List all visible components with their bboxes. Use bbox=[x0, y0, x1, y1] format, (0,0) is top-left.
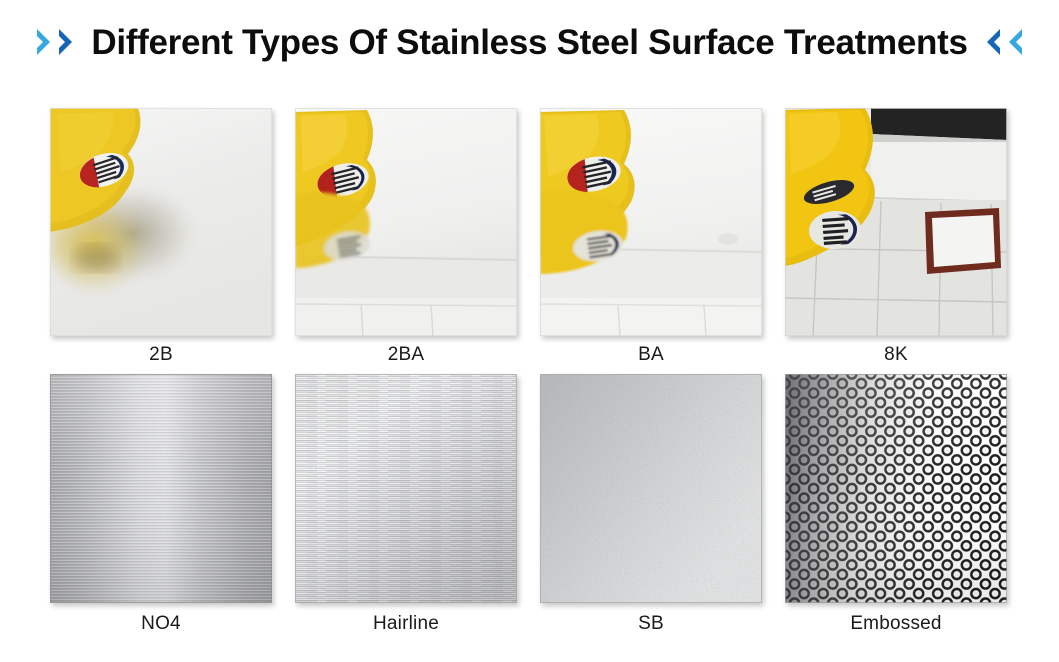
finish-cell-2b[interactable]: 2B bbox=[50, 108, 272, 366]
finish-grid: 2B bbox=[50, 108, 1009, 635]
finish-label-hairline: Hairline bbox=[372, 612, 439, 634]
finish-label-8k: 8K bbox=[884, 344, 908, 365]
finish-swatch-2b[interactable] bbox=[50, 108, 272, 336]
finish-label-embossed: Embossed bbox=[850, 612, 942, 634]
finish-cell-embossed[interactable]: Embossed bbox=[785, 373, 1007, 635]
finish-cell-ba[interactable]: BA bbox=[540, 108, 762, 366]
finish-swatch-ba[interactable] bbox=[540, 108, 762, 336]
double-chevron-left-icon bbox=[982, 27, 1024, 57]
finish-cell-sb[interactable]: SB bbox=[540, 373, 762, 635]
finish-label-no4: NO4 bbox=[141, 612, 181, 634]
finish-cell-8k[interactable]: 8K bbox=[785, 108, 1007, 366]
finish-cell-2ba[interactable]: 2BA bbox=[295, 108, 517, 366]
finish-swatch-8k[interactable] bbox=[785, 108, 1007, 336]
finish-label-2b: 2B bbox=[149, 344, 173, 365]
double-chevron-right-icon bbox=[35, 27, 77, 57]
finish-cell-no4[interactable]: NO4 bbox=[50, 373, 272, 635]
finish-swatch-2ba[interactable] bbox=[295, 108, 517, 336]
finish-label-sb: SB bbox=[638, 612, 664, 634]
finish-cell-hairline[interactable]: Hairline bbox=[295, 373, 517, 635]
finish-label-ba: BA bbox=[638, 344, 664, 365]
finish-swatch-embossed[interactable] bbox=[785, 373, 1007, 603]
page-title: Different Types Of Stainless Steel Surfa… bbox=[91, 22, 968, 62]
finish-swatch-hairline[interactable] bbox=[295, 373, 517, 603]
finish-label-2ba: 2BA bbox=[387, 344, 425, 365]
page-header: Different Types Of Stainless Steel Surfa… bbox=[0, 0, 1059, 84]
finish-swatch-sb[interactable] bbox=[540, 373, 762, 603]
finish-swatch-no4[interactable] bbox=[50, 373, 272, 603]
